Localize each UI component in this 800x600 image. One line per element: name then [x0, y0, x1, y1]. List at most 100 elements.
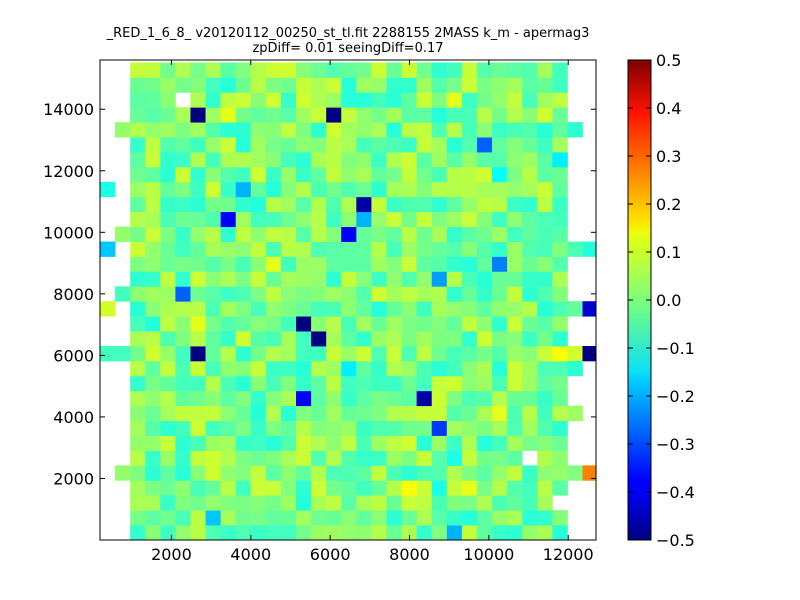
heatmap-cell	[145, 196, 161, 213]
heatmap-cell	[175, 62, 191, 78]
heatmap-cell	[190, 122, 206, 138]
heatmap-cell	[507, 166, 523, 183]
heatmap-cell	[386, 450, 402, 466]
heatmap-cell	[356, 77, 372, 93]
heatmap-cell	[476, 107, 493, 123]
heatmap-cell	[386, 122, 402, 138]
heatmap-cell	[250, 211, 267, 228]
heatmap-cell	[386, 346, 402, 362]
heatmap-cell	[175, 450, 191, 466]
heatmap-cell	[326, 137, 342, 153]
heatmap-cell	[296, 510, 312, 526]
heatmap-cell	[356, 316, 372, 332]
chart-title: _RED_1_6_8_ v20120112_00250_st_tl.fit 22…	[106, 26, 590, 41]
heatmap-cell	[311, 211, 327, 228]
heatmap-cell	[160, 360, 176, 377]
heatmap-cell	[115, 122, 131, 138]
heatmap-cell	[386, 137, 402, 153]
heatmap-cell	[416, 435, 433, 451]
heatmap-cell	[476, 405, 493, 422]
heatmap-cell	[326, 92, 342, 108]
heatmap-cell	[401, 137, 418, 153]
heatmap-cell	[250, 196, 267, 213]
heatmap-cell	[492, 480, 508, 496]
heatmap-cell	[296, 122, 312, 138]
heatmap-cell	[145, 152, 161, 168]
heatmap-cell	[537, 510, 553, 526]
heatmap-cell	[492, 390, 508, 407]
heatmap-cell	[160, 77, 176, 93]
heatmap-cell	[205, 331, 222, 347]
heatmap-cell	[311, 137, 327, 153]
heatmap-cell	[461, 331, 478, 347]
heatmap-cell	[190, 271, 206, 287]
heatmap-cell	[235, 301, 252, 317]
heatmap-cell	[190, 375, 206, 392]
heatmap-cell	[265, 331, 282, 347]
heatmap-cell	[371, 256, 387, 272]
heatmap-cell	[461, 152, 478, 168]
heatmap-cell	[492, 375, 508, 392]
heatmap-cell	[476, 450, 493, 466]
heatmap-cell	[296, 107, 312, 123]
heatmap-cell	[492, 510, 508, 526]
heatmap-cell	[356, 525, 372, 541]
heatmap-cell	[280, 346, 297, 362]
heatmap-cell	[386, 495, 402, 511]
heatmap-cell	[386, 420, 402, 436]
heatmap-cell	[431, 62, 448, 78]
heatmap-cell	[341, 122, 357, 138]
heatmap-cell	[250, 480, 267, 496]
heatmap-cell	[341, 92, 357, 108]
heatmap-cell	[160, 256, 176, 272]
heatmap-cell	[476, 62, 493, 78]
heatmap-cell	[371, 301, 387, 317]
heatmap-cell	[507, 271, 523, 287]
heatmap-cell	[145, 122, 161, 138]
heatmap-cell	[160, 107, 176, 123]
heatmap-cell	[401, 92, 418, 108]
heatmap-cell	[175, 226, 191, 242]
heatmap-cell	[326, 226, 342, 242]
heatmap-cell	[250, 301, 267, 317]
heatmap-cell	[296, 256, 312, 272]
heatmap-cell	[250, 181, 267, 198]
heatmap-cell	[431, 525, 448, 541]
heatmap-cell	[537, 435, 553, 451]
heatmap-cell	[386, 77, 402, 93]
heatmap-cell	[220, 137, 237, 153]
heatmap-cell	[280, 390, 297, 407]
heatmap-cell	[507, 122, 523, 138]
heatmap-cell	[115, 346, 131, 362]
heatmap-cell	[552, 92, 568, 108]
heatmap-cell	[265, 301, 282, 317]
heatmap-cell	[492, 166, 508, 183]
heatmap-cell	[326, 286, 342, 302]
heatmap-cell	[326, 196, 342, 213]
heatmap-cell	[552, 256, 568, 272]
heatmap-cell	[446, 152, 463, 168]
heatmap-cell	[401, 316, 418, 332]
heatmap-cell	[341, 301, 357, 317]
heatmap-cell	[522, 331, 538, 347]
heatmap-cell	[476, 316, 493, 332]
heatmap-cell	[250, 77, 267, 93]
heatmap-cell	[522, 166, 538, 183]
heatmap-cell	[175, 122, 191, 138]
heatmap-cell	[537, 92, 553, 108]
colorbar-tick-label: −0.3	[656, 435, 695, 454]
heatmap-cell	[461, 211, 478, 228]
heatmap-cell	[130, 465, 146, 481]
heatmap-cell	[476, 346, 493, 362]
heatmap-cell	[371, 62, 387, 78]
heatmap-cell	[265, 122, 282, 138]
heatmap-cell	[160, 316, 176, 332]
heatmap-cell	[280, 510, 297, 526]
heatmap-cell	[326, 331, 342, 347]
heatmap-cell	[130, 137, 146, 153]
heatmap-cell	[160, 525, 176, 541]
heatmap-cell	[160, 420, 176, 436]
heatmap-cell	[431, 375, 448, 392]
heatmap-cell	[341, 107, 357, 123]
heatmap-cell	[356, 510, 372, 526]
